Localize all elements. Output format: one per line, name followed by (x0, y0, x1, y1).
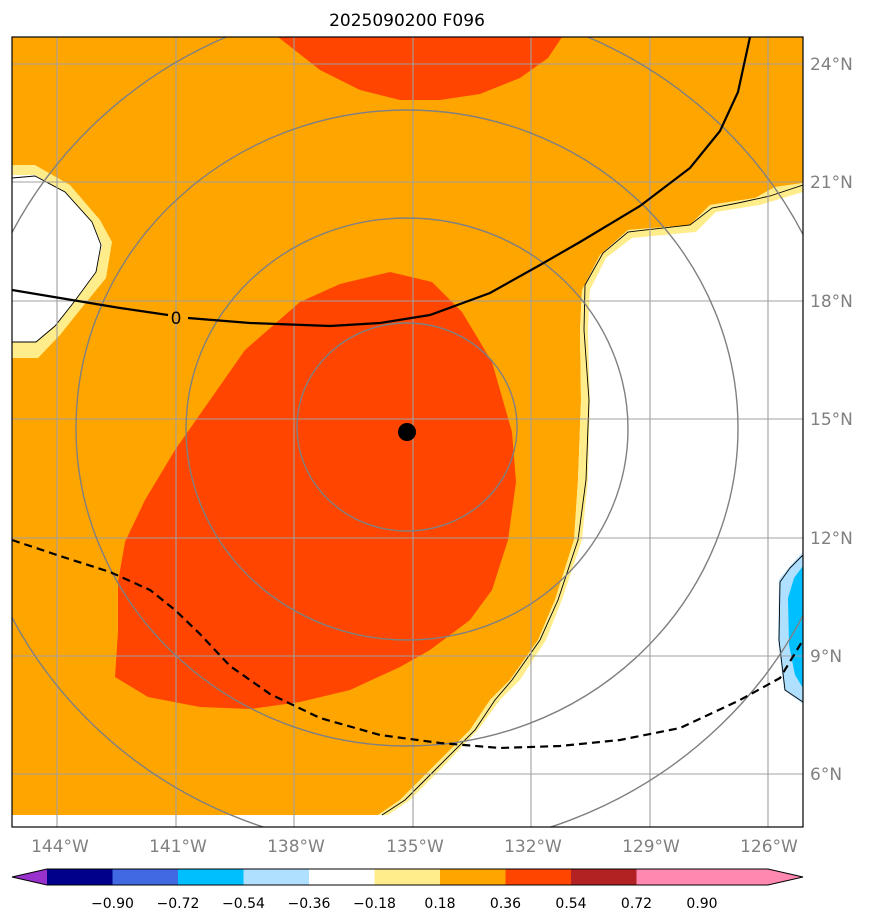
colorbar-tick-label: −0.54 (222, 896, 265, 912)
colorbar-under-arrow (12, 869, 47, 885)
storm-center-marker (398, 423, 416, 441)
field-red-center (115, 272, 516, 709)
range-rings (12, 37, 803, 827)
range-ring-1 (296, 322, 518, 532)
map-frame (11, 36, 804, 828)
colorbar-tick-label: 0.54 (555, 896, 586, 912)
lon-tick-label: 129°W (622, 837, 680, 857)
field-white-east (388, 192, 803, 815)
lat-tick-label: 18°N (810, 292, 853, 312)
colorbar-tick-label: −0.18 (353, 896, 396, 912)
lon-tick-label: 144°W (31, 837, 89, 857)
lon-tick-label: 138°W (267, 837, 325, 857)
colorbar-tick-label: 0.18 (424, 896, 455, 912)
colorbar-swatch (505, 869, 571, 885)
colorbar-swatch (636, 869, 702, 885)
lat-tick-label: 12°N (810, 529, 853, 549)
colorbar-swatch (309, 869, 375, 885)
colorbar-tick-label: 0.90 (686, 896, 717, 912)
colorbar-tick-label: −0.90 (91, 896, 134, 912)
lat-tick-labels: 24°N 21°N 18°N 15°N 12°N 9°N 6°N (810, 55, 853, 785)
map-title: 2025090200 F096 (329, 11, 485, 31)
map-panel: 0 (11, 36, 804, 828)
lat-tick-label: 15°N (810, 410, 853, 430)
lon-tick-label: 141°W (149, 837, 207, 857)
colorbar-swatch (112, 869, 178, 885)
contour-thin-east (381, 184, 803, 816)
colorbar-swatch (374, 869, 440, 885)
colorbar-outline (11, 868, 804, 886)
colorbar-over-arrow (702, 869, 803, 885)
range-ring-2 (185, 217, 629, 641)
colorbar-tick-label: 0.72 (621, 896, 652, 912)
lat-tick-label: 6°N (810, 765, 842, 785)
range-ring-3 (75, 109, 739, 747)
lon-tick-label: 126°W (740, 837, 798, 857)
colorbar-tick-label: −0.36 (288, 896, 331, 912)
colorbar-swatch (243, 869, 309, 885)
colorbar-tick-label: −0.72 (157, 896, 200, 912)
lat-tick-label: 9°N (810, 647, 842, 667)
colorbar: −0.90 −0.72 −0.54 −0.36 −0.18 0.18 0.36 … (11, 868, 804, 912)
colorbar-swatch (178, 869, 244, 885)
lat-tick-label: 21°N (810, 173, 853, 193)
contour-thin-west (12, 175, 102, 343)
colorbar-tick-label: 0.36 (490, 896, 521, 912)
field-red-north (278, 37, 562, 100)
lon-tick-label: 132°W (504, 837, 562, 857)
zero-contour-label: 0 (171, 309, 182, 329)
lon-tick-labels: 144°W 141°W 138°W 135°W 132°W 129°W 126°… (31, 837, 798, 857)
dashed-contour-line (12, 538, 803, 750)
zero-contour-line (12, 37, 752, 328)
lat-tick-label: 24°N (810, 55, 853, 75)
colorbar-swatch (47, 869, 113, 885)
colorbar-tick-labels: −0.90 −0.72 −0.54 −0.36 −0.18 0.18 0.36 … (91, 896, 718, 912)
contour-thin-blue (778, 554, 803, 703)
lon-tick-label: 135°W (386, 837, 444, 857)
colorbar-swatch (571, 869, 637, 885)
colorbar-swatch (440, 869, 506, 885)
